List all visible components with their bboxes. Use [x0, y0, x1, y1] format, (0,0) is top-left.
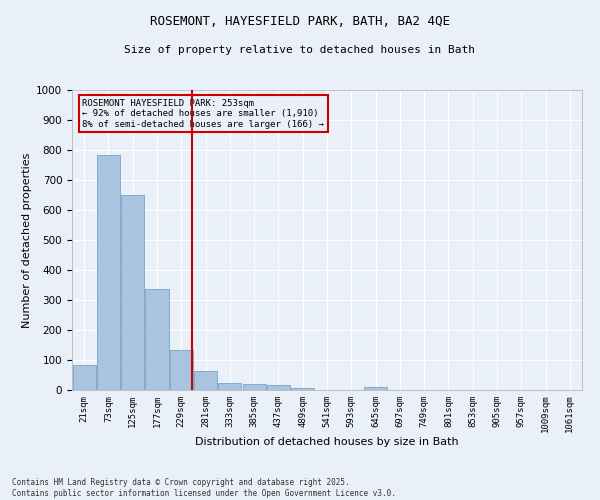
Bar: [145, 289, 169, 390]
Bar: [121, 194, 144, 390]
X-axis label: Distribution of detached houses by size in Bath: Distribution of detached houses by size …: [195, 436, 459, 446]
Bar: [97, 155, 120, 390]
Bar: [242, 384, 266, 390]
Bar: [194, 372, 217, 390]
Bar: [73, 364, 95, 390]
Bar: [267, 384, 290, 390]
Text: Contains HM Land Registry data © Crown copyright and database right 2025.
Contai: Contains HM Land Registry data © Crown c…: [12, 478, 396, 498]
Y-axis label: Number of detached properties: Number of detached properties: [22, 152, 32, 328]
Bar: [170, 350, 193, 390]
Text: ROSEMONT HAYESFIELD PARK: 253sqm
← 92% of detached houses are smaller (1,910)
8%: ROSEMONT HAYESFIELD PARK: 253sqm ← 92% o…: [82, 99, 324, 129]
Bar: [218, 382, 241, 390]
Bar: [364, 387, 387, 390]
Text: ROSEMONT, HAYESFIELD PARK, BATH, BA2 4QE: ROSEMONT, HAYESFIELD PARK, BATH, BA2 4QE: [150, 15, 450, 28]
Bar: [291, 388, 314, 390]
Text: Size of property relative to detached houses in Bath: Size of property relative to detached ho…: [125, 45, 476, 55]
